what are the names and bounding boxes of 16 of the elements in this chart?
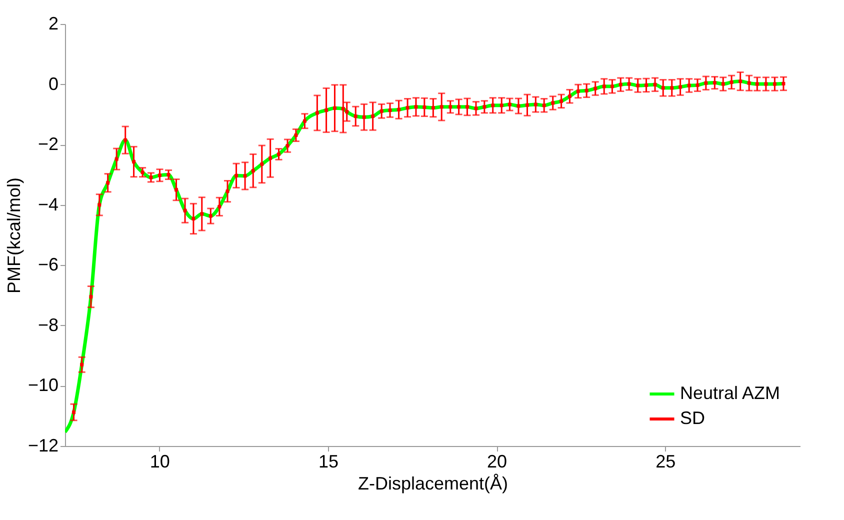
- y-tick-label: −8: [38, 314, 58, 335]
- y-tick-label: −6: [38, 254, 58, 275]
- legend-label: SD: [680, 408, 706, 428]
- y-tick-label: −4: [38, 194, 58, 214]
- x-axis-title: Z-Displacement(Å): [358, 474, 508, 494]
- x-tick-label: 15: [318, 452, 338, 472]
- y-axis-title: PMF(kcal/mol): [4, 178, 24, 294]
- legend-label: Neutral AZM: [680, 383, 780, 403]
- y-tick-label: −2: [38, 134, 58, 154]
- y-tick-label: −12: [28, 436, 58, 456]
- x-tick-label: 10: [150, 452, 170, 472]
- x-tick-label: 20: [487, 452, 508, 472]
- y-tick-label: −10: [28, 375, 58, 396]
- y-tick-label: 2: [48, 14, 58, 34]
- x-tick-label: 25: [656, 452, 676, 472]
- y-tick-label: 0: [48, 74, 58, 94]
